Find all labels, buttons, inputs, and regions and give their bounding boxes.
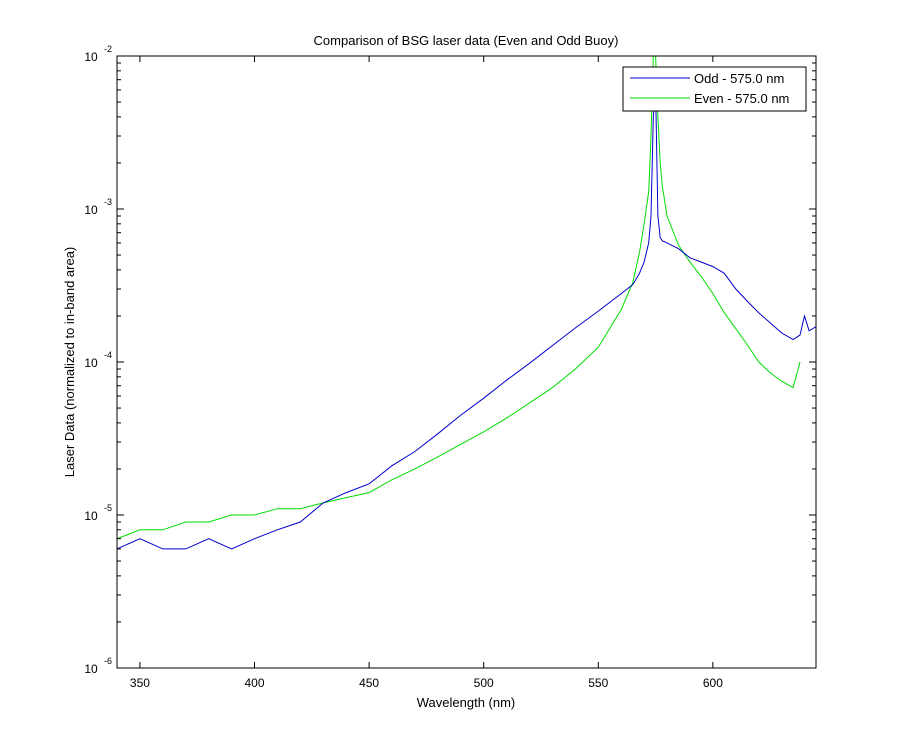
legend: Odd - 575.0 nm Even - 575.0 nm — [622, 66, 807, 112]
x-axis-label: Wavelength (nm) — [417, 695, 516, 710]
y-tick-label: 10 — [84, 356, 98, 370]
series-layer — [117, 56, 816, 550]
y-tick-exponent: -2 — [104, 44, 112, 54]
y-tick-exponent: -5 — [104, 503, 112, 513]
x-tick-label: 550 — [588, 676, 608, 690]
y-tick-label: 10 — [84, 509, 98, 523]
y-axis: 10 -6 10 -5 10 -4 10 -3 10 -2 — [84, 44, 816, 676]
x-tick-label: 500 — [474, 676, 494, 690]
x-tick-label: 450 — [359, 676, 379, 690]
y-axis-label: Laser Data (normalized to in-band area) — [62, 247, 77, 478]
x-tick-label: 400 — [244, 676, 264, 690]
x-tick-label: 350 — [130, 676, 150, 690]
y-tick-label: 10 — [84, 203, 98, 217]
y-tick-label: 10 — [84, 662, 98, 676]
legend-label-odd: Odd - 575.0 nm — [694, 71, 784, 86]
y-tick-exponent: -4 — [104, 350, 112, 360]
legend-label-even: Even - 575.0 nm — [694, 91, 789, 106]
y-tick-label: 10 — [84, 50, 98, 64]
chart-title: Comparison of BSG laser data (Even and O… — [314, 33, 619, 48]
y-tick-exponent: -3 — [104, 197, 112, 207]
x-tick-label: 600 — [703, 676, 723, 690]
series-line-even — [117, 56, 801, 540]
series-line-odd — [117, 89, 816, 550]
legend-box — [622, 66, 807, 112]
x-axis: 350 400 450 500 550 600 — [130, 56, 723, 690]
plot-area — [117, 56, 816, 668]
y-tick-exponent: -6 — [104, 656, 112, 666]
